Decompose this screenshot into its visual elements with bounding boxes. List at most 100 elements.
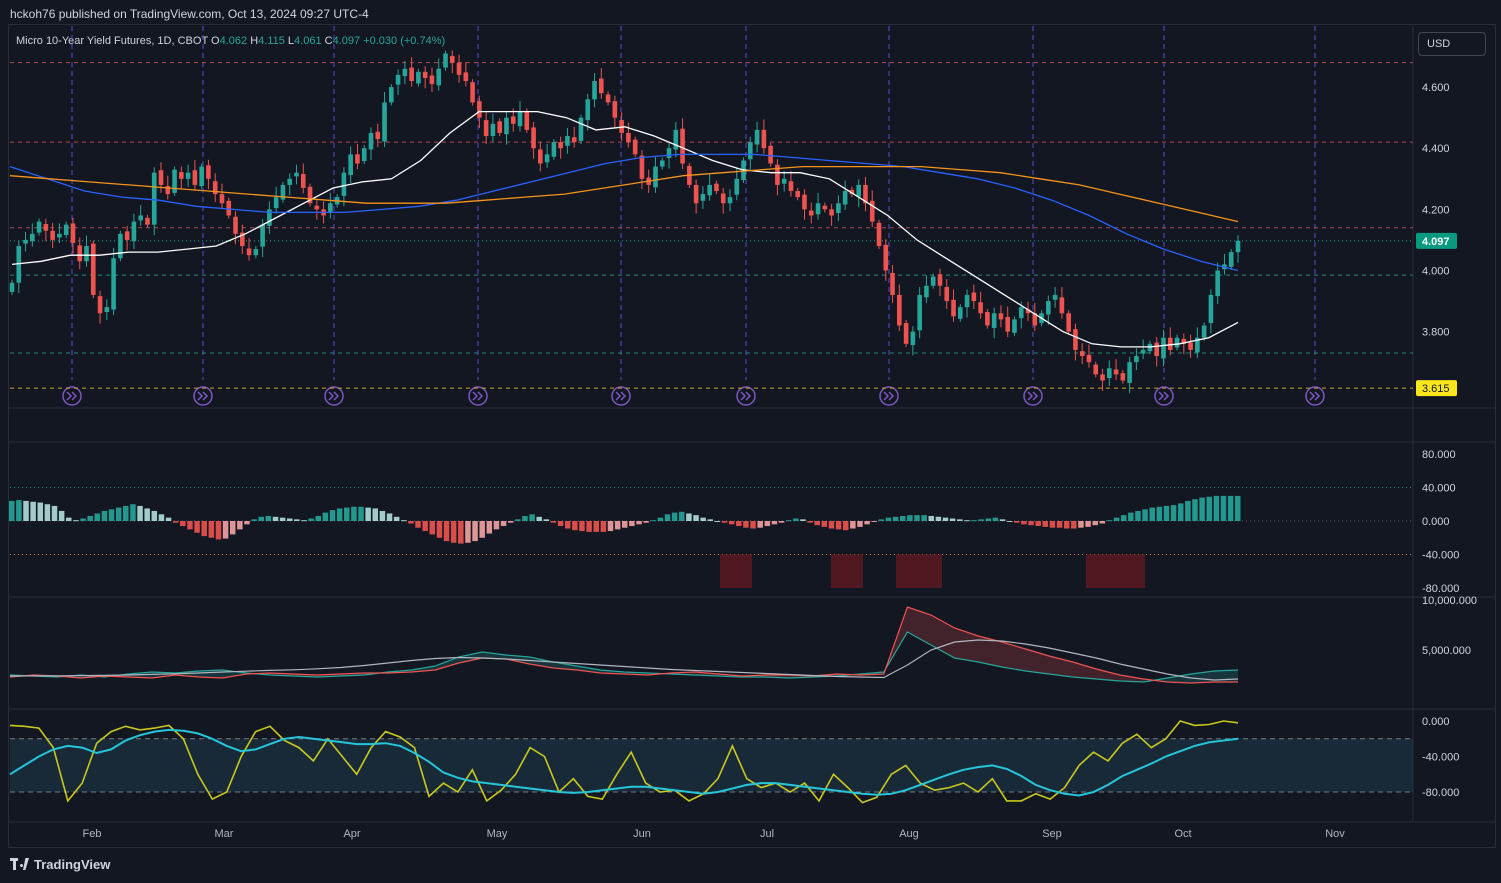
- candle: [598, 68, 604, 99]
- candle: [449, 50, 455, 74]
- histogram-bar: [529, 514, 535, 521]
- area-fill-segment: [1119, 675, 1144, 682]
- histogram-bar: [1163, 505, 1170, 521]
- candle: [90, 240, 96, 298]
- candle: [585, 93, 591, 131]
- candle: [748, 136, 753, 170]
- time-marker-icon: [193, 386, 213, 406]
- histogram-bar: [899, 515, 906, 521]
- candle: [43, 218, 49, 242]
- candle: [1201, 322, 1207, 341]
- candle: [903, 319, 909, 347]
- candle: [16, 240, 22, 294]
- candle: [944, 279, 950, 309]
- histogram-bar: [679, 511, 685, 521]
- histogram-bar: [557, 521, 564, 527]
- candle: [714, 180, 719, 195]
- histogram-bar: [244, 521, 250, 525]
- histogram-bar: [386, 513, 393, 521]
- candle: [1127, 356, 1132, 394]
- histogram-bar: [793, 518, 799, 521]
- histogram-bar: [1156, 506, 1163, 521]
- histogram-bar: [985, 518, 992, 521]
- histogram-bar: [807, 521, 813, 523]
- candle: [314, 200, 320, 220]
- currency-button[interactable]: USD: [1418, 32, 1486, 56]
- candle: [897, 284, 902, 331]
- histogram-bar: [964, 520, 970, 522]
- histogram-bar: [172, 521, 179, 523]
- histogram-bar: [978, 519, 984, 521]
- hist-axis-tick: 80.000: [1422, 449, 1456, 461]
- candle: [368, 127, 374, 160]
- histogram-bar: [1170, 505, 1177, 521]
- histogram-bar: [286, 518, 293, 521]
- candle: [151, 167, 157, 236]
- histogram-bar: [850, 521, 856, 529]
- tradingview-logo: TradingView: [10, 857, 110, 872]
- histogram-bar: [87, 515, 93, 521]
- histogram-bar: [329, 510, 336, 521]
- oscillator-line: [9, 728, 1239, 797]
- histogram-bar: [165, 517, 172, 521]
- low-label: L: [287, 35, 295, 47]
- area-fill-segment: [529, 657, 554, 668]
- high-value: 4.115: [258, 35, 285, 47]
- histogram-bar: [229, 521, 236, 535]
- candle: [538, 141, 543, 172]
- candle: [287, 173, 293, 196]
- candle: [910, 326, 916, 356]
- histogram-bar: [507, 521, 514, 523]
- moving-average-line: [9, 153, 1239, 272]
- area-fill-segment: [576, 666, 601, 673]
- candle: [957, 304, 963, 322]
- candle: [964, 289, 970, 318]
- time-marker-icon: [1023, 386, 1043, 406]
- histogram-bar: [622, 521, 628, 528]
- histogram-bar: [336, 508, 343, 521]
- histogram-bar: [201, 521, 207, 537]
- histogram-bar: [500, 521, 507, 527]
- histogram-bar: [842, 521, 849, 531]
- time-marker-icon: [1305, 386, 1325, 406]
- histogram-bar: [372, 508, 379, 521]
- histogram-bar: [115, 507, 122, 521]
- candle: [1093, 361, 1099, 378]
- histogram-bar: [522, 515, 528, 521]
- candle: [836, 195, 841, 221]
- month-label: May: [487, 828, 508, 840]
- candle: [978, 291, 983, 319]
- histogram-bar: [878, 519, 885, 521]
- histogram-bar: [536, 516, 542, 521]
- candle: [172, 166, 177, 196]
- histogram-bar: [643, 521, 649, 523]
- candle: [1079, 343, 1085, 364]
- candle: [605, 91, 611, 106]
- histogram-bar: [1120, 515, 1127, 521]
- histogram-bar: [265, 515, 272, 521]
- histogram-bar: [450, 521, 457, 543]
- time-marker-icon: [736, 386, 756, 406]
- candle: [57, 223, 62, 243]
- candle: [104, 299, 110, 320]
- histogram-bar: [914, 515, 920, 521]
- histogram-bar: [9, 500, 15, 521]
- histogram-bar: [1199, 497, 1205, 521]
- histogram-bar: [322, 512, 329, 521]
- histogram-bar: [279, 517, 286, 521]
- candle: [97, 290, 103, 324]
- histogram-bar: [1192, 499, 1198, 521]
- candle: [734, 168, 740, 201]
- histogram-bar: [1028, 521, 1034, 526]
- candle: [185, 164, 191, 187]
- histogram-bar: [294, 519, 300, 521]
- time-marker-icon: [62, 386, 82, 406]
- histogram-bar: [16, 500, 22, 521]
- histogram-bar: [650, 520, 657, 522]
- histogram-bar: [564, 521, 571, 529]
- candle: [267, 201, 272, 234]
- histogram-bar: [37, 502, 44, 521]
- histogram-bar: [272, 516, 279, 521]
- candle: [1195, 327, 1200, 358]
